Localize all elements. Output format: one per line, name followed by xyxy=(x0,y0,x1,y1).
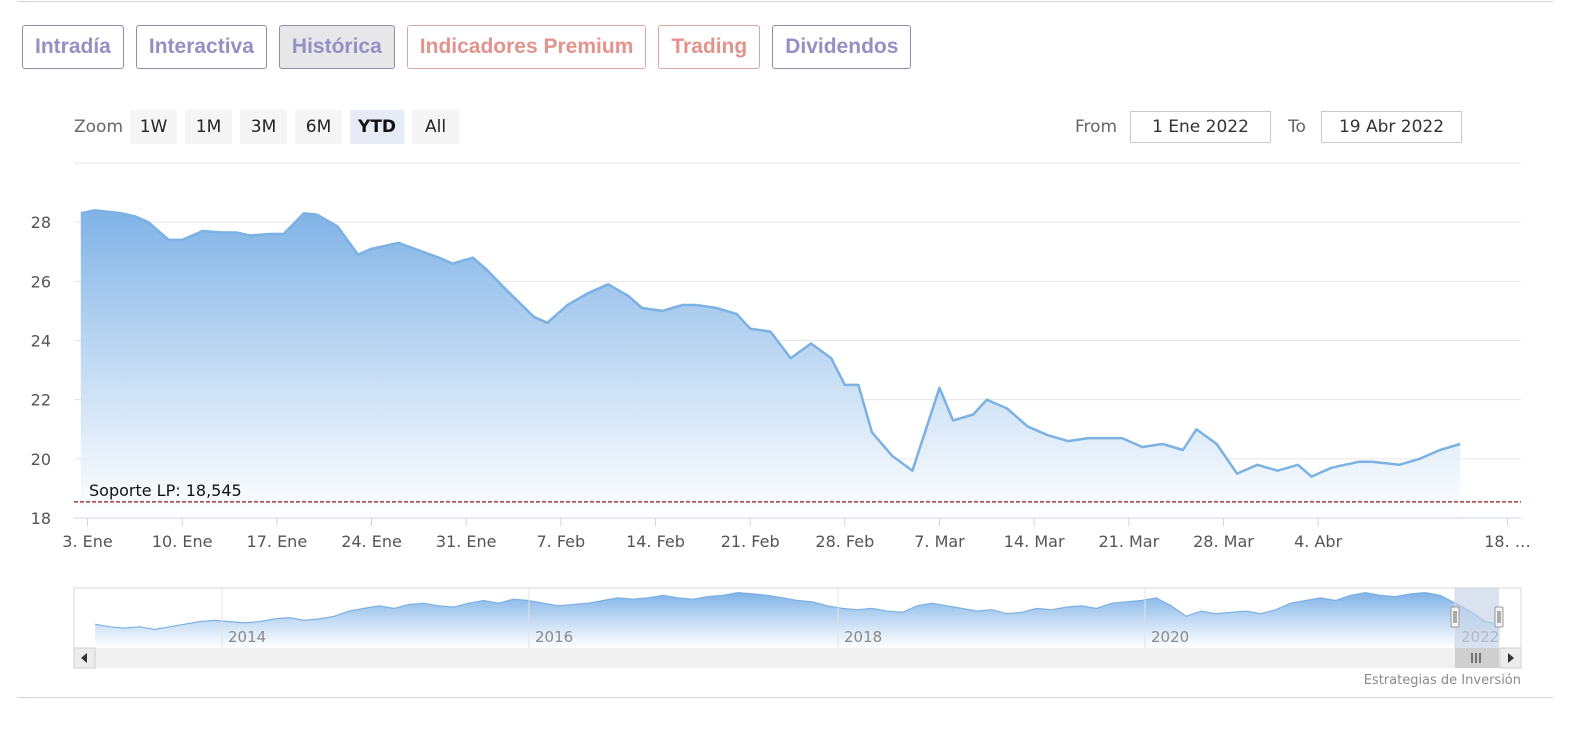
y-tick-label: 24 xyxy=(31,332,51,351)
x-tick-label: 21. Mar xyxy=(1098,532,1159,551)
navigator-selection[interactable] xyxy=(1455,588,1499,648)
x-tick-label: 3. Ene xyxy=(62,532,112,551)
zoom-selector: Zoom 1W 1M 3M 6M YTD All xyxy=(74,110,467,144)
navigator-year-label: 2014 xyxy=(228,628,266,646)
tab-intradia[interactable]: Intradía xyxy=(22,25,124,69)
navigator-year-label: 2016 xyxy=(535,628,573,646)
y-tick-label: 18 xyxy=(31,509,51,528)
range-to-input[interactable]: 19 Abr 2022 xyxy=(1321,111,1462,143)
chevron-left-icon xyxy=(81,653,87,663)
support-label: Soporte LP: 18,545 xyxy=(89,481,242,500)
price-line[interactable] xyxy=(80,209,1461,478)
tab-interactiva[interactable]: Interactiva xyxy=(135,25,267,69)
navigator-handle-left[interactable] xyxy=(1450,606,1460,628)
zoom-button-ytd[interactable]: YTD xyxy=(350,110,405,144)
x-tick-label: 28. Feb xyxy=(815,532,874,551)
navigator-line xyxy=(94,591,1501,631)
tab-dividendos[interactable]: Dividendos xyxy=(772,25,912,69)
y-tick-label: 28 xyxy=(31,213,51,232)
top-divider xyxy=(17,1,1553,2)
range-to: To xyxy=(1288,111,1306,143)
tab-indicadores-premium[interactable]: Indicadores Premium xyxy=(406,25,647,69)
axes: 18 20 22 24 26 28 3. Ene 10. Ene 17. Ene 24. Ene 3… xyxy=(31,213,1531,551)
zoom-button-all[interactable]: All xyxy=(412,110,460,144)
x-tick-label: 10. Ene xyxy=(152,532,213,551)
price-area-fill xyxy=(80,210,1461,519)
x-tick-label: 24. Ene xyxy=(341,532,402,551)
scrollbar-track[interactable] xyxy=(74,648,1521,668)
x-tick-label: 14. Feb xyxy=(626,532,685,551)
range-to-label: To xyxy=(1288,117,1306,137)
zoom-label: Zoom xyxy=(74,117,124,137)
chevron-right-icon xyxy=(1508,653,1514,663)
x-tick-label: 28. Mar xyxy=(1193,532,1254,551)
x-tick-label: 17. Ene xyxy=(247,532,308,551)
bottom-divider xyxy=(17,697,1553,698)
x-tick-label: 7. Mar xyxy=(914,532,965,551)
y-tick-label: 20 xyxy=(31,450,51,469)
scrollbar-thumb[interactable] xyxy=(1455,648,1499,668)
zoom-button-3m[interactable]: 3M xyxy=(240,110,288,144)
navigator-year-label: 2018 xyxy=(844,628,882,646)
tab-trading[interactable]: Trading xyxy=(658,25,761,69)
range-from: From xyxy=(1075,111,1117,143)
price-area xyxy=(80,209,1461,519)
zoom-button-group: 1W 1M 3M 6M YTD All xyxy=(130,110,467,144)
zoom-button-1w[interactable]: 1W xyxy=(130,110,178,144)
x-tick-label: 14. Mar xyxy=(1004,532,1065,551)
x-tick-label: 7. Feb xyxy=(536,532,585,551)
y-tick-label: 22 xyxy=(31,391,51,410)
chart-view-tabs: Intradía Interactiva Histórica Indicadores … xyxy=(22,25,912,69)
zoom-button-6m[interactable]: 6M xyxy=(295,110,343,144)
tab-historica[interactable]: Histórica xyxy=(278,25,395,69)
support-annotation: Soporte LP: 18,545 xyxy=(74,481,1521,503)
x-tick-label: 21. Feb xyxy=(721,532,780,551)
navigator: 20142016201820202022 xyxy=(73,587,1522,669)
x-tick-label: 18. … xyxy=(1484,532,1531,551)
navigator-year-label: 2020 xyxy=(1151,628,1189,646)
x-tick-label: 4. Abr xyxy=(1294,532,1342,551)
zoom-button-1m[interactable]: 1M xyxy=(185,110,233,144)
chart-credit[interactable]: Estrategias de Inversión xyxy=(1364,673,1521,688)
navigator-area xyxy=(95,592,1500,648)
x-tick-label: 31. Ene xyxy=(436,532,497,551)
navigator-handle-right[interactable] xyxy=(1494,606,1504,628)
range-from-label: From xyxy=(1075,117,1118,137)
range-from-input[interactable]: 1 Ene 2022 xyxy=(1130,111,1271,143)
y-tick-label: 26 xyxy=(31,272,51,291)
